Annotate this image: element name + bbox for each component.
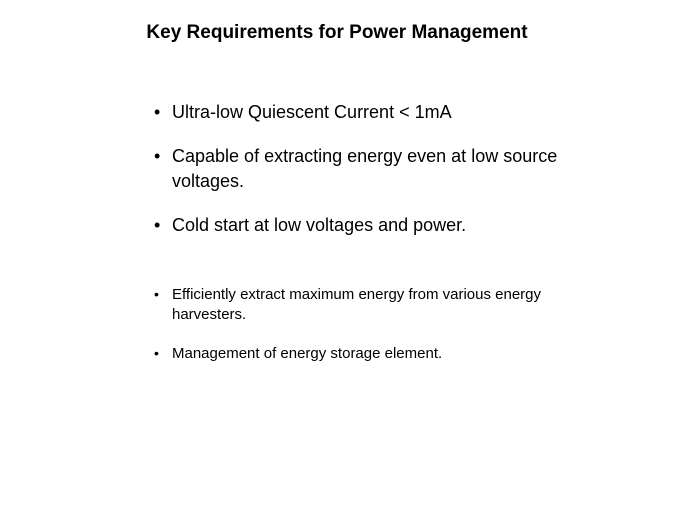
slide-container: Key Requirements for Power Management Ul… — [0, 0, 674, 506]
bullet-item: Ultra-low Quiescent Current < 1mA — [152, 100, 574, 124]
bullet-group-primary: Ultra-low Quiescent Current < 1mA Capabl… — [152, 100, 574, 237]
bullet-item: Management of energy storage element. — [152, 344, 574, 364]
slide-title: Key Requirements for Power Management — [0, 22, 674, 44]
bullet-group-secondary: Efficiently extract maximum energy from … — [152, 285, 574, 364]
bullet-item: Efficiently extract maximum energy from … — [152, 285, 574, 326]
slide-content: Ultra-low Quiescent Current < 1mA Capabl… — [0, 100, 674, 364]
bullet-item: Capable of extracting energy even at low… — [152, 144, 574, 193]
bullet-item: Cold start at low voltages and power. — [152, 213, 574, 237]
